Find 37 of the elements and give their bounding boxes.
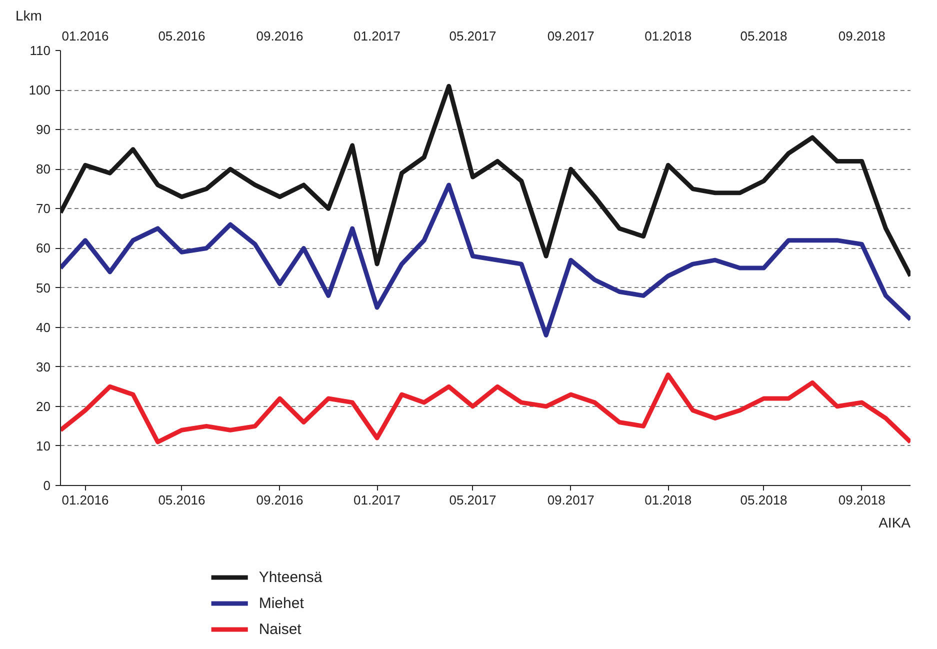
y-tick-label: 90	[36, 122, 51, 138]
legend-label: Miehet	[258, 595, 305, 612]
x2-tick-label: 01.2017	[354, 492, 401, 508]
x-axis-title: AIKA	[878, 514, 912, 530]
y-axis-title: Lkm	[16, 8, 42, 24]
x-tick-label: 01.2016	[62, 28, 109, 44]
x-tick-label: 09.2016	[256, 28, 304, 44]
y-tick-label: 20	[36, 398, 51, 414]
y-tick-label: 100	[28, 82, 51, 98]
x2-tick-label: 01.2018	[644, 492, 692, 508]
y-tick-label: 0	[43, 478, 51, 493]
y-tick-label: 50	[36, 280, 51, 296]
line-series	[60, 372, 910, 444]
legend-label: Yhteensä	[258, 569, 323, 586]
x2-tick-label: 09.2018	[838, 492, 886, 508]
x-tick-label: 05.2017	[449, 28, 496, 44]
x-tick-label: 05.2018	[740, 28, 788, 44]
x2-tick-label: 09.2017	[547, 492, 594, 508]
x2-tick-label: 05.2016	[158, 492, 206, 508]
legend-label: Naiset	[258, 621, 302, 638]
x2-tick-label: 05.2018	[740, 492, 788, 508]
x-tick-label: 01.2017	[354, 28, 401, 44]
y-tick-label: 80	[36, 162, 51, 177]
y-tick-label: 30	[36, 359, 51, 374]
x-tick-label: 01.2018	[644, 28, 692, 44]
y-tick-label: 60	[36, 240, 51, 256]
y-tick-label: 10	[36, 438, 51, 454]
x2-tick-label: 09.2016	[256, 492, 304, 508]
x2-tick-label: 05.2017	[449, 492, 496, 508]
y-tick-label: 40	[36, 320, 51, 335]
y-tick-label: 70	[36, 201, 51, 216]
y-tick-label: 110	[30, 43, 51, 58]
x-tick-label: 09.2018	[838, 28, 886, 44]
x2-tick-label: 01.2016	[62, 492, 109, 508]
line-series	[60, 182, 910, 338]
x-tick-label: 09.2017	[547, 28, 594, 44]
x-tick-label: 05.2016	[158, 28, 206, 44]
